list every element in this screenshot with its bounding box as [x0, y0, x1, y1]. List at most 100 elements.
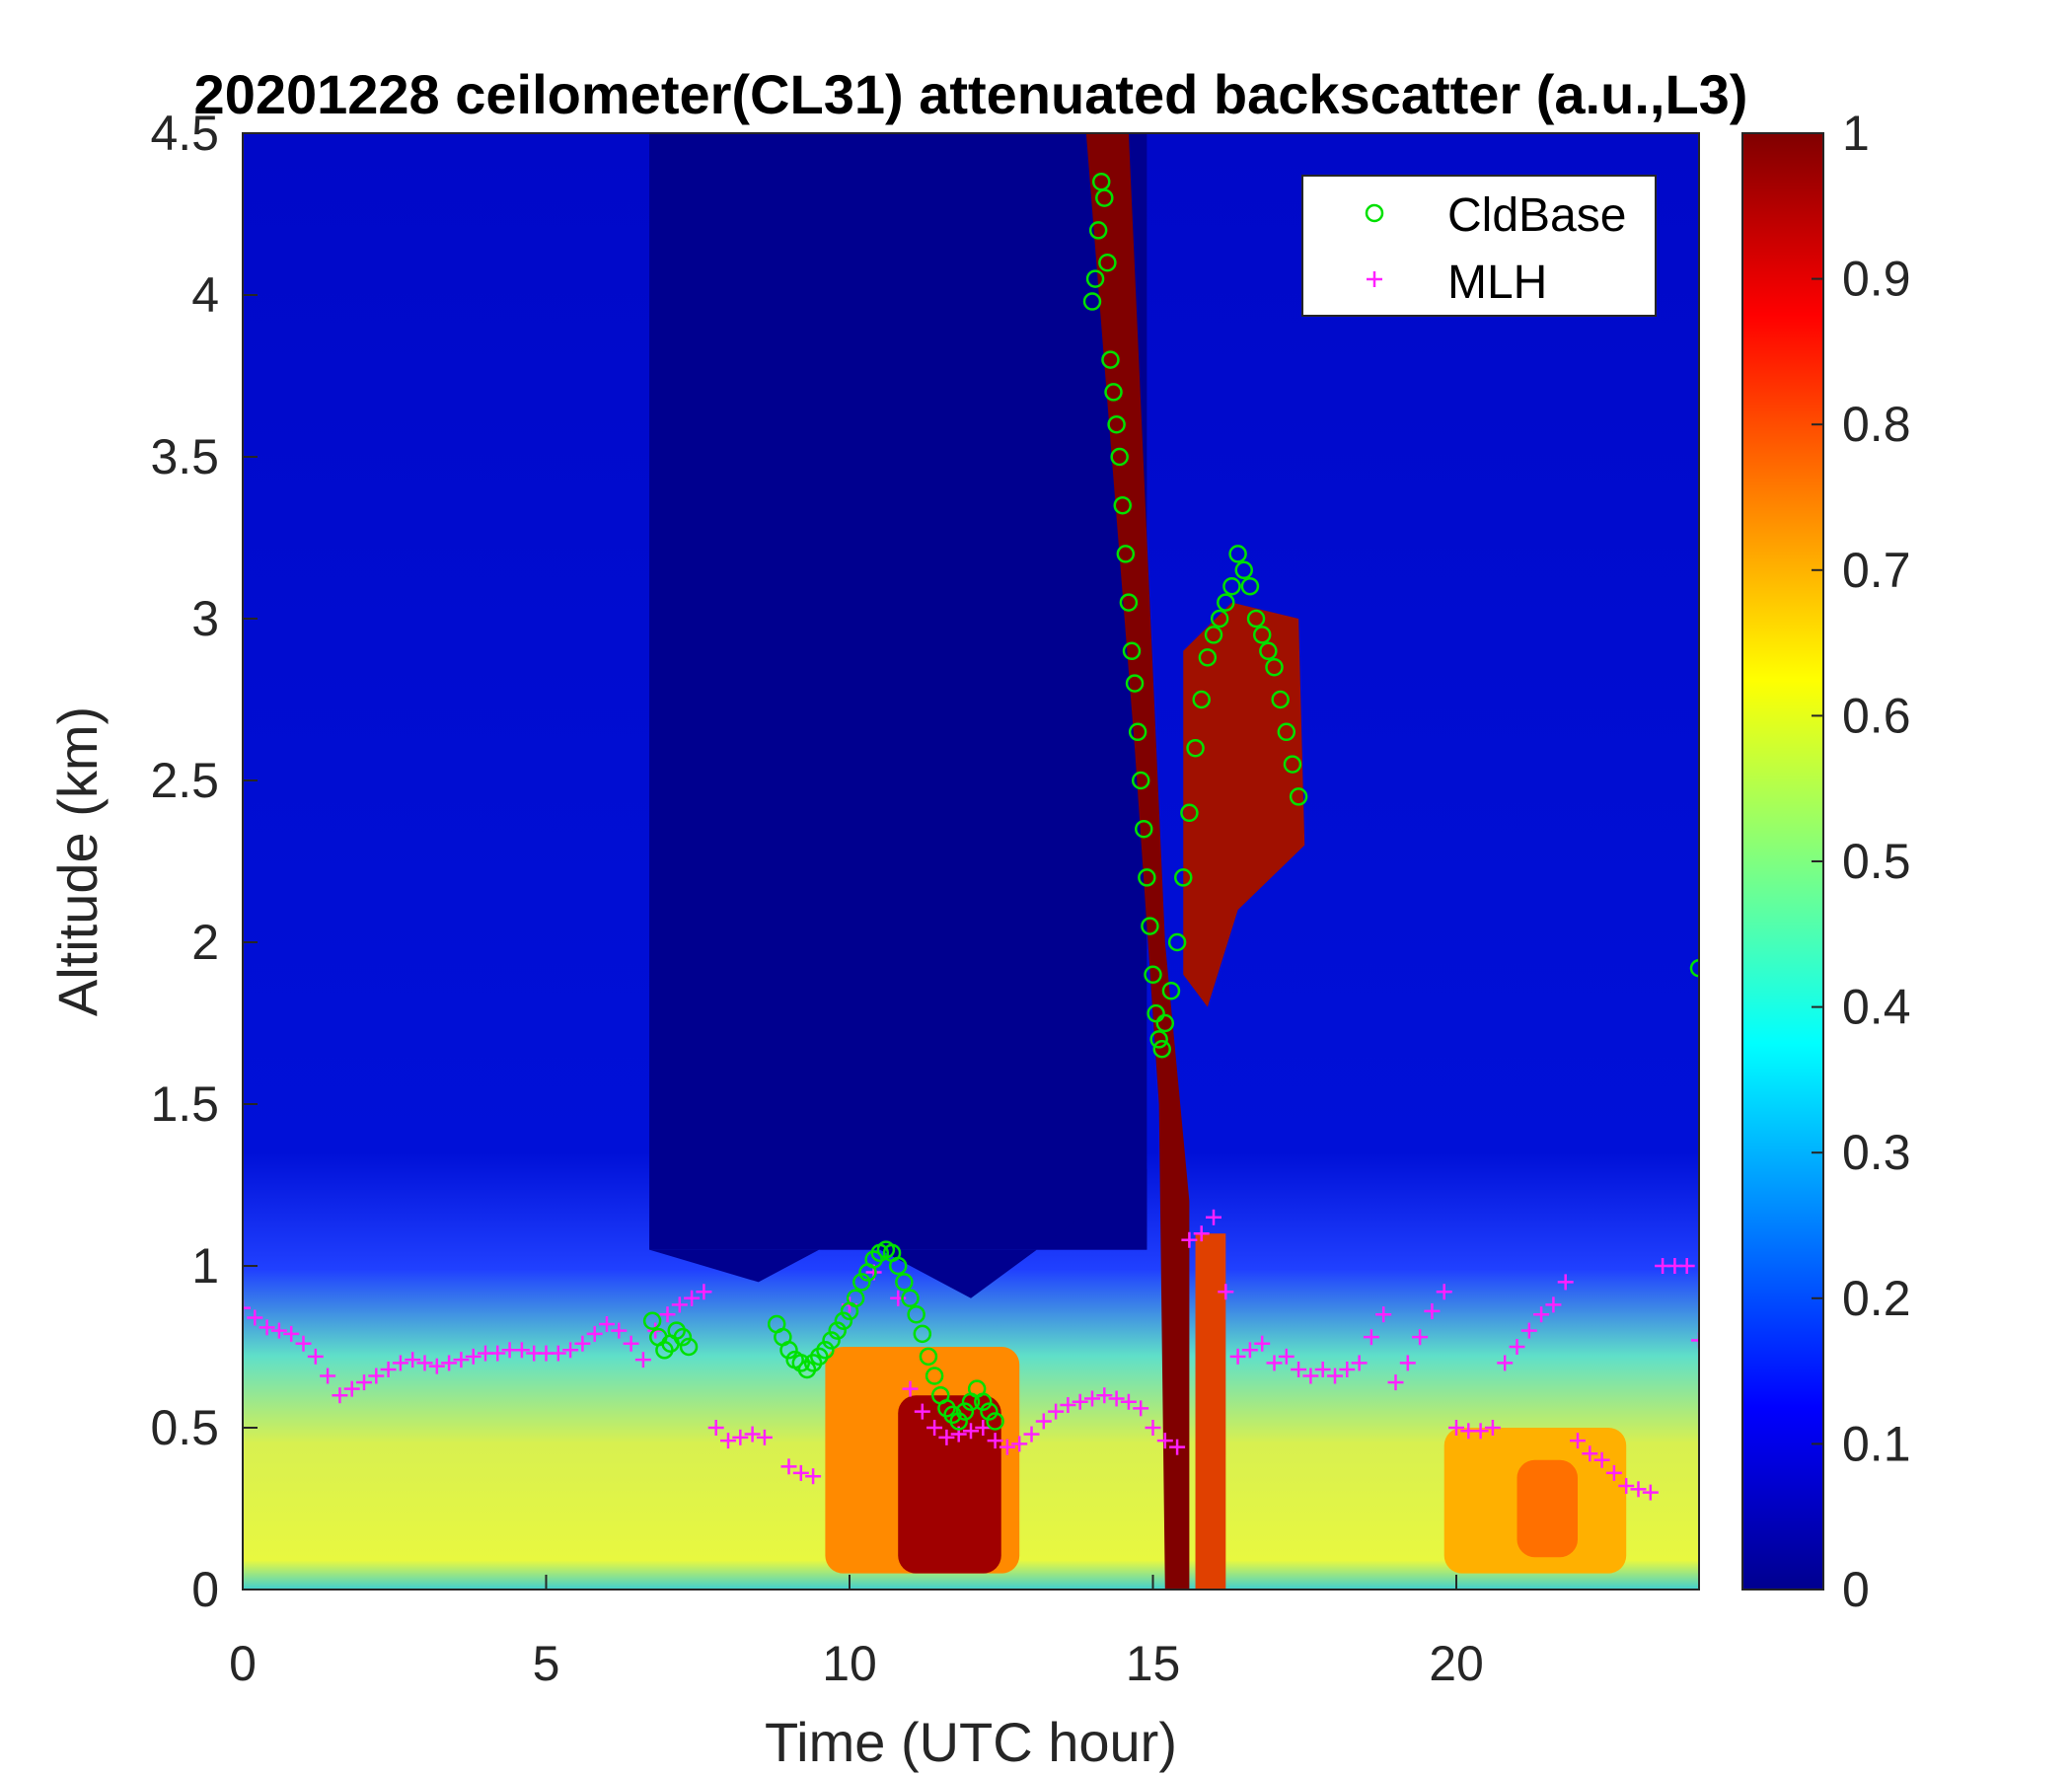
cldbase-marker	[679, 1337, 699, 1357]
mlh-marker	[1108, 1390, 1125, 1407]
mlh-marker	[1582, 1445, 1598, 1462]
mlh-marker	[1399, 1355, 1416, 1371]
x-tick-label: 5	[533, 1636, 560, 1691]
cldbase-marker	[1186, 738, 1205, 758]
cldbase-marker	[1246, 609, 1266, 629]
colorbar-tick-label: 0.6	[1842, 688, 1911, 743]
mlh-marker	[805, 1468, 822, 1485]
mlh-marker	[1291, 1361, 1307, 1377]
mlh-marker	[392, 1355, 408, 1371]
cldbase-marker	[1192, 690, 1211, 709]
mlh-marker	[489, 1345, 506, 1362]
mlh-marker	[1424, 1302, 1441, 1319]
mlh-marker	[599, 1316, 615, 1333]
cldbase-marker	[1116, 545, 1136, 563]
mlh-marker	[1448, 1420, 1464, 1436]
mlh-marker	[1472, 1423, 1489, 1440]
mlh-marker	[1229, 1348, 1246, 1365]
mlh-marker	[550, 1345, 566, 1362]
heat-aerosol-dark	[898, 1395, 1001, 1574]
cldbase-marker	[1085, 269, 1105, 288]
mlh-marker	[792, 1464, 809, 1481]
cldbase-marker	[673, 1327, 693, 1347]
x-tick-label: 0	[229, 1636, 257, 1691]
cldbase-marker	[816, 1341, 835, 1360]
colorbar-tick-label: 0.3	[1842, 1125, 1911, 1180]
mlh-marker	[332, 1387, 348, 1404]
cldbase-marker	[1135, 819, 1153, 839]
cldbase-marker	[1271, 690, 1290, 709]
cldbase-marker	[1122, 641, 1142, 661]
mlh-marker	[1618, 1478, 1635, 1495]
mlh-marker	[1084, 1390, 1100, 1407]
mlh-marker	[1218, 1284, 1234, 1300]
mlh-marker	[368, 1368, 385, 1384]
legend: CldBase MLH	[1301, 175, 1657, 317]
cldbase-marker	[1167, 932, 1187, 952]
mlh-marker	[562, 1342, 579, 1359]
mlh-marker	[1181, 1231, 1198, 1248]
colorbar-tick-label: 1	[1842, 106, 1870, 161]
cldbase-marker	[1204, 626, 1223, 644]
mlh-marker	[465, 1348, 481, 1365]
y-tick-label: 2.5	[150, 753, 219, 808]
cldbase-marker	[1210, 609, 1229, 629]
legend-cldbase-marker	[1365, 203, 1384, 223]
cldbase-marker	[1161, 981, 1181, 1000]
mlh-marker	[1156, 1433, 1173, 1449]
mlh-marker	[744, 1426, 761, 1443]
mlh-marker	[926, 1420, 943, 1436]
colorbar-tick-label: 0.4	[1842, 980, 1911, 1035]
y-tick-label: 4	[191, 267, 219, 323]
cldbase-marker	[974, 1392, 993, 1412]
mlh-marker	[1339, 1361, 1356, 1377]
backscatter-heatmap	[243, 133, 1699, 1590]
cldbase-marker	[986, 1412, 1004, 1431]
cldbase-marker	[925, 1367, 944, 1385]
cldbase-marker	[1240, 576, 1260, 596]
x-tick-label: 15	[1126, 1636, 1181, 1691]
mlh-marker	[243, 1299, 251, 1316]
mlh-marker	[1497, 1355, 1514, 1371]
mlh-marker	[1206, 1209, 1221, 1225]
cldbase-marker	[1110, 447, 1129, 467]
cldbase-marker	[913, 1324, 932, 1344]
y-axis-label: Altitude (km)	[46, 706, 109, 1016]
mlh-marker	[1605, 1464, 1622, 1481]
cldbase-marker	[1131, 771, 1150, 790]
x-axis-label: Time (UTC hour)	[765, 1711, 1177, 1773]
plot-frame	[242, 132, 1700, 1591]
cldbase-marker	[852, 1273, 871, 1292]
cldbase-marker	[901, 1289, 920, 1308]
mlh-marker	[659, 1306, 676, 1323]
mlh-marker	[720, 1433, 736, 1449]
mlh-marker	[405, 1352, 421, 1369]
mlh-marker	[1593, 1451, 1610, 1468]
mlh-marker	[1327, 1368, 1343, 1384]
cldbase-marker	[1119, 593, 1139, 612]
mlh-marker	[380, 1361, 397, 1377]
colorbar-tick-label: 0.8	[1842, 397, 1911, 452]
mlh-marker	[1193, 1225, 1210, 1242]
mlh-marker	[1314, 1361, 1331, 1377]
mlh-marker	[1509, 1339, 1525, 1355]
colorbar-gradient	[1741, 132, 1824, 1591]
mlh-marker	[1375, 1306, 1392, 1323]
mlh-marker	[1266, 1355, 1283, 1371]
legend-mlh-label: MLH	[1447, 257, 1547, 309]
legend-box	[1301, 175, 1657, 317]
cldbase-marker	[919, 1347, 938, 1367]
mlh-marker	[283, 1325, 300, 1342]
heat-clear-edge	[649, 1168, 1147, 1298]
mlh-marker	[1145, 1420, 1161, 1436]
mlh-marker	[1120, 1393, 1137, 1410]
heat-evening-core	[1517, 1459, 1578, 1558]
cldbase-marker	[1222, 576, 1241, 596]
y-tick-label: 4.5	[150, 106, 219, 161]
cldbase-marker	[1125, 674, 1145, 693]
mlh-marker	[1387, 1374, 1404, 1391]
cldbase-marker	[1689, 958, 1699, 978]
mlh-marker	[671, 1296, 688, 1313]
mlh-marker	[1072, 1393, 1088, 1410]
mlh-marker	[1412, 1329, 1429, 1346]
